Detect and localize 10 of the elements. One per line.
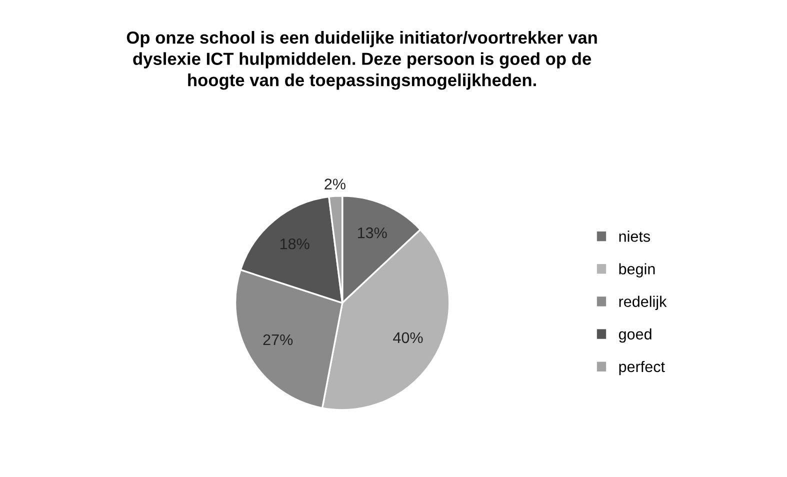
legend-label: goed bbox=[618, 328, 652, 343]
legend-label: redelijk bbox=[619, 296, 667, 310]
data-label: 40% bbox=[393, 332, 423, 344]
data-label: 2% bbox=[324, 178, 346, 190]
legend-label: perfect bbox=[619, 360, 665, 376]
data-label: 13% bbox=[358, 227, 387, 238]
data-label: 27% bbox=[263, 334, 293, 346]
chart-title: Op onze school is een duidelijke initiator/voortrekker van dyslexie ICT hulpmiddelen. Deze persoon is goed op de hoogte van de toepassingsmogelijkheden. bbox=[126, 31, 597, 90]
legend-label: niets bbox=[619, 230, 650, 242]
legend-label: begin bbox=[619, 263, 655, 278]
